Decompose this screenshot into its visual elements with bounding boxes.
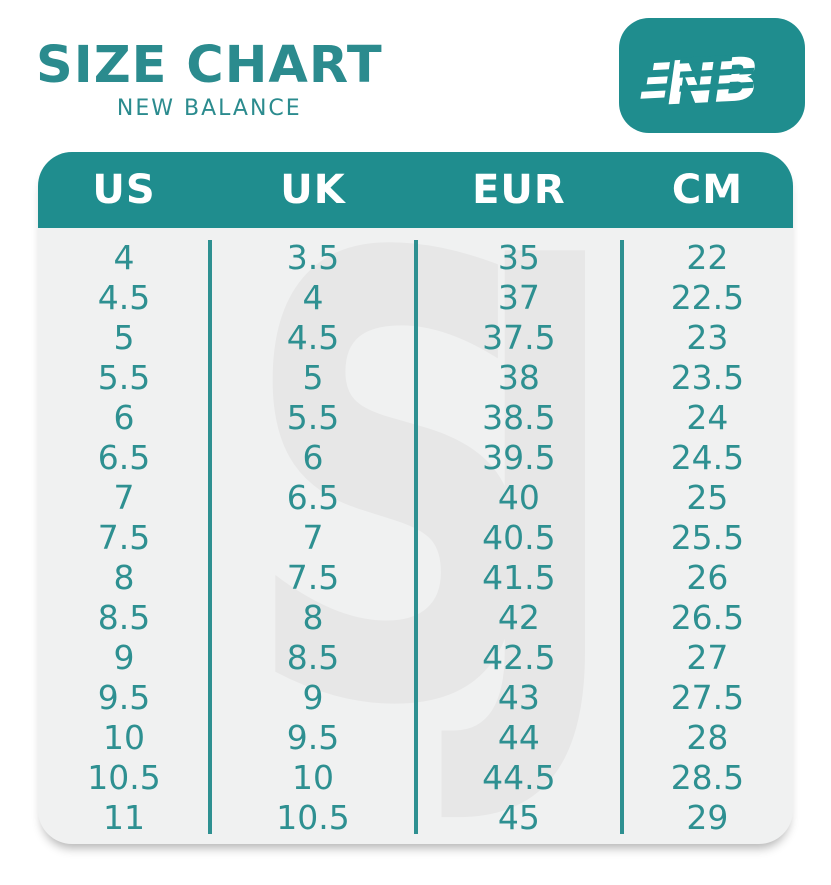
size-cell-eur: 40.5 bbox=[482, 518, 556, 557]
size-cell-eur: 37 bbox=[497, 278, 540, 317]
size-cell-cm: 23.5 bbox=[670, 358, 745, 397]
column-divider bbox=[414, 240, 418, 834]
size-cell-eur: 40 bbox=[497, 478, 540, 517]
size-cell-cm: 27 bbox=[686, 638, 729, 677]
size-cell-us: 4.5 bbox=[97, 278, 151, 317]
table-row: 4 3.5 35 22 bbox=[38, 238, 793, 278]
table-row: 6 5.5 38.5 24 bbox=[38, 398, 793, 438]
table-row: 5 4.5 37.5 23 bbox=[38, 318, 793, 358]
column-divider bbox=[620, 240, 624, 834]
size-cell-uk: 7.5 bbox=[286, 558, 340, 597]
table-row: 8.5 8 42 26.5 bbox=[38, 598, 793, 638]
table-row: 6.5 6 39.5 24.5 bbox=[38, 438, 793, 478]
size-cell-uk: 4 bbox=[302, 278, 324, 317]
size-cell-uk: 4.5 bbox=[286, 318, 340, 357]
size-cell-eur: 39.5 bbox=[482, 438, 556, 477]
size-cell-us: 10 bbox=[102, 718, 145, 757]
table-rows: 4 3.5 35 22 4.5 4 37 22.5 5 4.5 37.5 23 … bbox=[38, 238, 793, 838]
table-row: 9.5 9 43 27.5 bbox=[38, 678, 793, 718]
size-cell-uk: 10 bbox=[291, 758, 334, 797]
size-cell-cm: 28 bbox=[686, 718, 729, 757]
size-cell-cm: 27.5 bbox=[670, 678, 745, 717]
new-balance-logo: NB bbox=[619, 18, 805, 133]
size-cell-uk: 10.5 bbox=[276, 798, 350, 837]
size-cell-uk: 9.5 bbox=[286, 718, 340, 757]
title-block: SIZE CHART NEW BALANCE bbox=[36, 40, 383, 121]
column-header-uk: UK bbox=[280, 167, 346, 213]
size-cell-us: 6.5 bbox=[97, 438, 151, 477]
size-cell-cm: 22 bbox=[686, 238, 729, 277]
size-cell-us: 7.5 bbox=[97, 518, 151, 557]
size-cell-cm: 26 bbox=[686, 558, 729, 597]
page-subtitle: NEW BALANCE bbox=[116, 96, 302, 121]
size-cell-uk: 6 bbox=[302, 438, 324, 477]
table-row: 4.5 4 37 22.5 bbox=[38, 278, 793, 318]
size-cell-us: 8.5 bbox=[97, 598, 151, 637]
size-cell-uk: 9 bbox=[302, 678, 324, 717]
table-row: 10 9.5 44 28 bbox=[38, 718, 793, 758]
size-cell-eur: 35 bbox=[497, 238, 540, 277]
table-row: 7 6.5 40 25 bbox=[38, 478, 793, 518]
table-row: 7.5 7 40.5 25.5 bbox=[38, 518, 793, 558]
size-cell-us: 9 bbox=[113, 638, 135, 677]
column-header-eur: EUR bbox=[472, 167, 566, 213]
size-cell-us: 6 bbox=[113, 398, 135, 437]
table-header-row: US UK EUR CM bbox=[38, 152, 793, 228]
size-cell-uk: 5 bbox=[302, 358, 324, 397]
size-cell-eur: 45 bbox=[497, 798, 540, 837]
size-cell-us: 10.5 bbox=[87, 758, 161, 797]
page-title: SIZE CHART bbox=[36, 36, 383, 95]
size-cell-cm: 28.5 bbox=[670, 758, 745, 797]
table-row: 5.5 5 38 23.5 bbox=[38, 358, 793, 398]
size-cell-uk: 7 bbox=[302, 518, 324, 557]
column-header-cm: CM bbox=[671, 167, 744, 213]
column-divider bbox=[208, 240, 212, 834]
size-cell-us: 4 bbox=[113, 238, 135, 277]
size-cell-cm: 25.5 bbox=[670, 518, 745, 557]
size-cell-uk: 8 bbox=[302, 598, 324, 637]
size-cell-eur: 43 bbox=[497, 678, 540, 717]
table-row: 11 10.5 45 29 bbox=[38, 798, 793, 838]
size-cell-uk: 3.5 bbox=[286, 238, 340, 277]
size-cell-cm: 23 bbox=[686, 318, 729, 357]
size-cell-us: 8 bbox=[113, 558, 135, 597]
size-table: US UK EUR CM SJ 4 3.5 35 22 4.5 4 37 22.… bbox=[38, 152, 793, 844]
size-cell-eur: 38.5 bbox=[482, 398, 556, 437]
size-cell-cm: 29 bbox=[686, 798, 729, 837]
size-cell-us: 9.5 bbox=[97, 678, 151, 717]
size-cell-eur: 38 bbox=[497, 358, 540, 397]
size-cell-eur: 44 bbox=[497, 718, 540, 757]
size-cell-eur: 37.5 bbox=[482, 318, 556, 357]
size-cell-us: 11 bbox=[102, 798, 145, 837]
size-cell-us: 5.5 bbox=[97, 358, 151, 397]
size-cell-uk: 5.5 bbox=[286, 398, 340, 437]
size-cell-uk: 8.5 bbox=[286, 638, 340, 677]
size-cell-cm: 24 bbox=[686, 398, 729, 437]
new-balance-nb-icon: NB bbox=[640, 44, 758, 119]
size-cell-uk: 6.5 bbox=[286, 478, 340, 517]
table-row: 9 8.5 42.5 27 bbox=[38, 638, 793, 678]
size-cell-eur: 42.5 bbox=[482, 638, 556, 677]
table-row: 8 7.5 41.5 26 bbox=[38, 558, 793, 598]
size-cell-cm: 26.5 bbox=[670, 598, 745, 637]
size-cell-eur: 41.5 bbox=[482, 558, 556, 597]
svg-text:NB: NB bbox=[665, 44, 758, 119]
size-cell-us: 5 bbox=[113, 318, 135, 357]
size-cell-cm: 22.5 bbox=[670, 278, 745, 317]
table-body: SJ 4 3.5 35 22 4.5 4 37 22.5 5 4.5 37.5 … bbox=[38, 228, 793, 844]
size-cell-eur: 42 bbox=[497, 598, 540, 637]
size-cell-cm: 25 bbox=[686, 478, 729, 517]
table-row: 10.5 10 44.5 28.5 bbox=[38, 758, 793, 798]
size-cell-cm: 24.5 bbox=[670, 438, 745, 477]
size-cell-us: 7 bbox=[113, 478, 135, 517]
column-header-us: US bbox=[92, 167, 156, 213]
size-cell-eur: 44.5 bbox=[482, 758, 556, 797]
